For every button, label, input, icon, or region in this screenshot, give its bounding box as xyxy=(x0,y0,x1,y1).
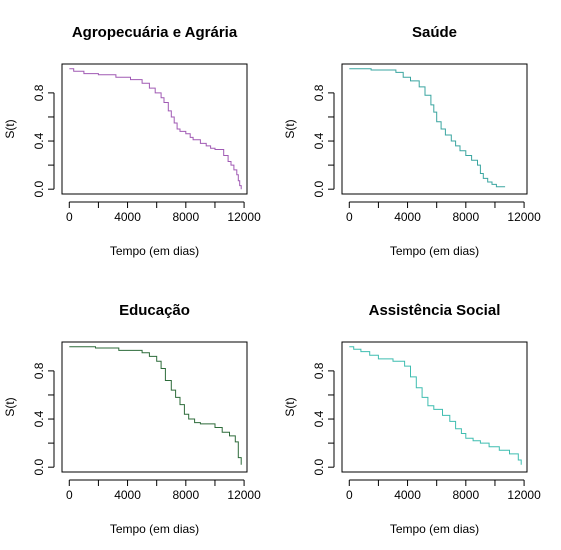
y-tick-label: 0.4 xyxy=(32,410,46,427)
x-axis-label: Tempo (em dias) xyxy=(110,244,199,258)
x-tick-label: 12000 xyxy=(227,210,261,224)
chart-title: Saúde xyxy=(412,24,457,41)
plot-frame xyxy=(341,341,528,473)
chart-panel-2: Saúde 0 4000 8000 12000 0.0 0.4 0.8 Tempo (em di… xyxy=(283,24,541,258)
chart-panel-3: Educação 0 4000 8000 12000 0.0 0.4 0.8 Tempo (em… xyxy=(3,302,261,536)
x-tick-label: 12000 xyxy=(507,488,541,502)
x-tick-label: 12000 xyxy=(227,488,261,502)
chart-panel-4: Assistência Social 0 4000 8000 12000 0.0 0.4 0.… xyxy=(283,302,541,536)
y-tick-label: 0.0 xyxy=(312,181,326,198)
survival-curve xyxy=(69,68,242,190)
y-tick-label: 0.8 xyxy=(32,84,46,101)
survival-curve xyxy=(349,68,506,188)
x-tick-label: 4000 xyxy=(394,488,421,502)
x-tick-label: 0 xyxy=(66,210,73,224)
x-tick-label: 8000 xyxy=(172,488,199,502)
x-tick-label: 4000 xyxy=(394,210,421,224)
y-tick-label: 0.0 xyxy=(32,459,46,476)
y-tick-label: 0.8 xyxy=(32,362,46,379)
x-tick-label: 8000 xyxy=(172,210,199,224)
x-axis-label: Tempo (em dias) xyxy=(110,522,199,536)
y-tick-label: 0.0 xyxy=(32,181,46,198)
survival-curve xyxy=(349,346,522,465)
chart-title: Assistência Social xyxy=(369,302,501,319)
y-axis-label: S(t) xyxy=(283,119,297,138)
y-tick-label: 0.4 xyxy=(312,132,326,149)
x-tick-label: 8000 xyxy=(452,488,479,502)
chart-title: Agropecuária e Agrária xyxy=(72,24,238,41)
y-tick-label: 0.4 xyxy=(32,132,46,149)
y-tick-label: 0.8 xyxy=(312,84,326,101)
x-tick-label: 8000 xyxy=(452,210,479,224)
survival-curve xyxy=(69,346,242,465)
x-tick-label: 4000 xyxy=(114,488,141,502)
plot-frame xyxy=(61,341,248,473)
x-tick-label: 4000 xyxy=(114,210,141,224)
x-tick-label: 0 xyxy=(346,210,353,224)
y-tick-label: 0.0 xyxy=(312,459,326,476)
y-tick-label: 0.8 xyxy=(312,362,326,379)
y-axis-label: S(t) xyxy=(3,119,17,138)
x-axis-label: Tempo (em dias) xyxy=(390,244,479,258)
x-axis-label: Tempo (em dias) xyxy=(390,522,479,536)
y-tick-label: 0.4 xyxy=(312,410,326,427)
y-axis-label: S(t) xyxy=(3,397,17,416)
y-axis-label: S(t) xyxy=(283,397,297,416)
plot-frame xyxy=(341,63,528,195)
x-tick-label: 12000 xyxy=(507,210,541,224)
chart-title: Educação xyxy=(119,302,190,319)
x-tick-label: 0 xyxy=(66,488,73,502)
chart-panel-1: Agropecuária e Agrária 0 4000 8000 12000 0.0 0… xyxy=(3,24,261,258)
x-tick-label: 0 xyxy=(346,488,353,502)
plot-frame xyxy=(61,63,248,195)
